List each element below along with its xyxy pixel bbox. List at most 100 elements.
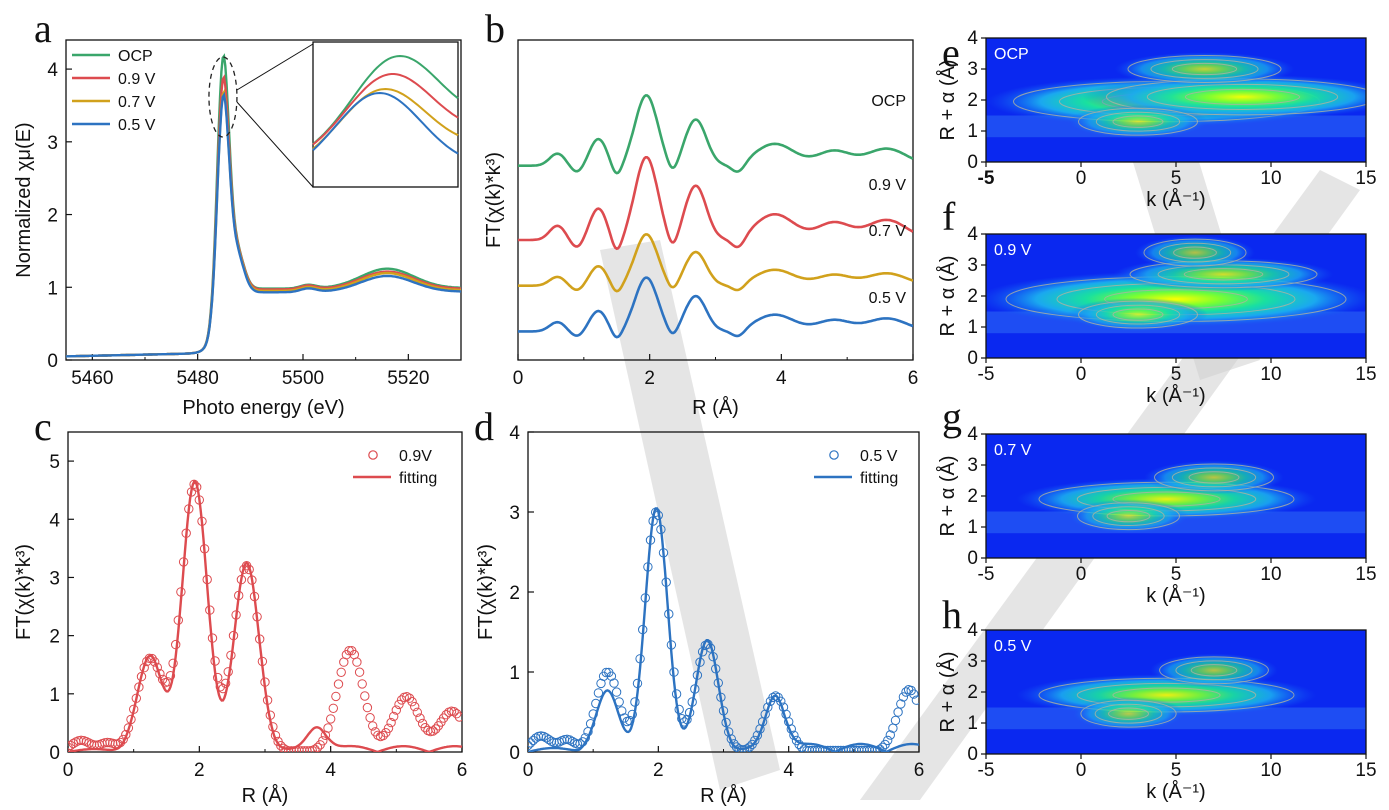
data-point (833, 745, 843, 752)
data-point (617, 706, 627, 716)
inset-connector (236, 43, 314, 91)
data-point (171, 639, 181, 650)
data-point (776, 696, 786, 706)
data-point (640, 593, 650, 603)
y-tick-label: 1 (967, 317, 978, 338)
data-point (234, 590, 244, 601)
x-tick-label: 5 (1171, 168, 1182, 189)
data-point (336, 667, 346, 677)
y-tick-label: 3 (967, 455, 978, 476)
data-point (708, 652, 718, 662)
panel-label-b: b (485, 6, 505, 51)
y-axis-label-g: R + α (Å) (936, 455, 959, 536)
axes-a: 5460 5480 5500 5520 0 1 2 3 4 (47, 39, 462, 389)
data-point (407, 697, 417, 707)
heatmap-contour (1175, 660, 1253, 681)
data-point (360, 691, 370, 701)
data-point (778, 702, 789, 712)
data-point (729, 739, 739, 749)
x-axis-label-g: k (Å⁻¹) (1146, 584, 1205, 607)
data-point (226, 650, 236, 660)
heatmap-contour (1188, 471, 1240, 484)
x-tick-label: 15 (1355, 760, 1376, 781)
data-point (378, 730, 388, 741)
inset-connector (236, 101, 314, 188)
x-tick-label: 5 (1171, 364, 1182, 385)
data-point (357, 679, 367, 689)
data-point (687, 697, 697, 707)
data-point (591, 698, 601, 709)
panel-label-a: a (34, 6, 52, 51)
legend-label-d: fitting (860, 470, 898, 487)
data-point (165, 671, 176, 681)
data-point (815, 745, 825, 752)
data-point (724, 727, 734, 737)
x-tick-label: -5 (978, 564, 995, 585)
data-point (286, 746, 296, 752)
data-point (843, 745, 854, 752)
data-point (252, 612, 262, 622)
curve-label-b: 0.9 V (869, 177, 907, 194)
x-tick-label: 10 (1260, 364, 1281, 385)
heatmap-label-g: 0.7 V (994, 442, 1032, 459)
data-point (202, 574, 212, 585)
x-tick-label: 10 (1260, 760, 1281, 781)
data-point (828, 745, 838, 752)
y-tick-label: 2 (47, 206, 58, 227)
x-tick-label: 2 (194, 760, 205, 781)
heatmap-blob (1114, 52, 1295, 86)
data-point (415, 713, 425, 723)
data-point (817, 745, 828, 752)
data-point (768, 692, 778, 703)
data-point (885, 730, 895, 740)
y-tick-label: 1 (49, 685, 60, 706)
x-tick-label: 5480 (177, 368, 219, 389)
data-point (804, 745, 815, 752)
legend-label-c: fitting (399, 470, 437, 487)
data-point (199, 544, 210, 554)
x-tick-label: 4 (325, 760, 336, 781)
x-tick-label: 0 (1076, 364, 1087, 385)
data-point (147, 653, 157, 664)
y-tick-label: 1 (47, 278, 58, 299)
data-point (326, 714, 336, 724)
x-tick-label: 2 (644, 368, 655, 389)
data-point (750, 735, 760, 746)
data-point (690, 684, 700, 694)
data-point (68, 738, 79, 749)
data-point (205, 605, 215, 615)
data-point (402, 692, 412, 702)
y-tick-label: 0 (47, 351, 58, 372)
x-tick-label: 0 (1076, 564, 1087, 585)
data-point (163, 677, 173, 687)
data-point (178, 557, 189, 567)
x-axis-label-a: Photo energy (eV) (182, 397, 344, 419)
y-tick-label: 4 (509, 423, 520, 444)
data-point (909, 689, 919, 699)
data-point (671, 689, 682, 699)
data-point (454, 712, 462, 722)
data-point (438, 713, 449, 723)
data-point (875, 744, 885, 752)
data-point (412, 707, 422, 717)
inset-line (312, 54, 459, 145)
x-tick-label: 15 (1355, 168, 1376, 189)
data-point (247, 575, 257, 585)
x-tick-label: 4 (776, 368, 787, 389)
data-point (323, 723, 333, 733)
heatmap-blob (1068, 499, 1189, 533)
data-point (121, 729, 131, 740)
data-point (684, 707, 695, 718)
data-point (134, 682, 144, 692)
data-point (157, 674, 168, 685)
data-point (139, 663, 149, 673)
data-point (870, 745, 880, 752)
data-point (352, 657, 362, 667)
data-point (365, 713, 375, 723)
heatmap-contour (1077, 502, 1180, 531)
axes-c: 0 2 4 6 0 1 2 3 4 5 (49, 431, 467, 781)
x-axis-label-b: R (Å) (692, 396, 739, 419)
data-point (383, 723, 394, 733)
data-point (215, 682, 226, 692)
